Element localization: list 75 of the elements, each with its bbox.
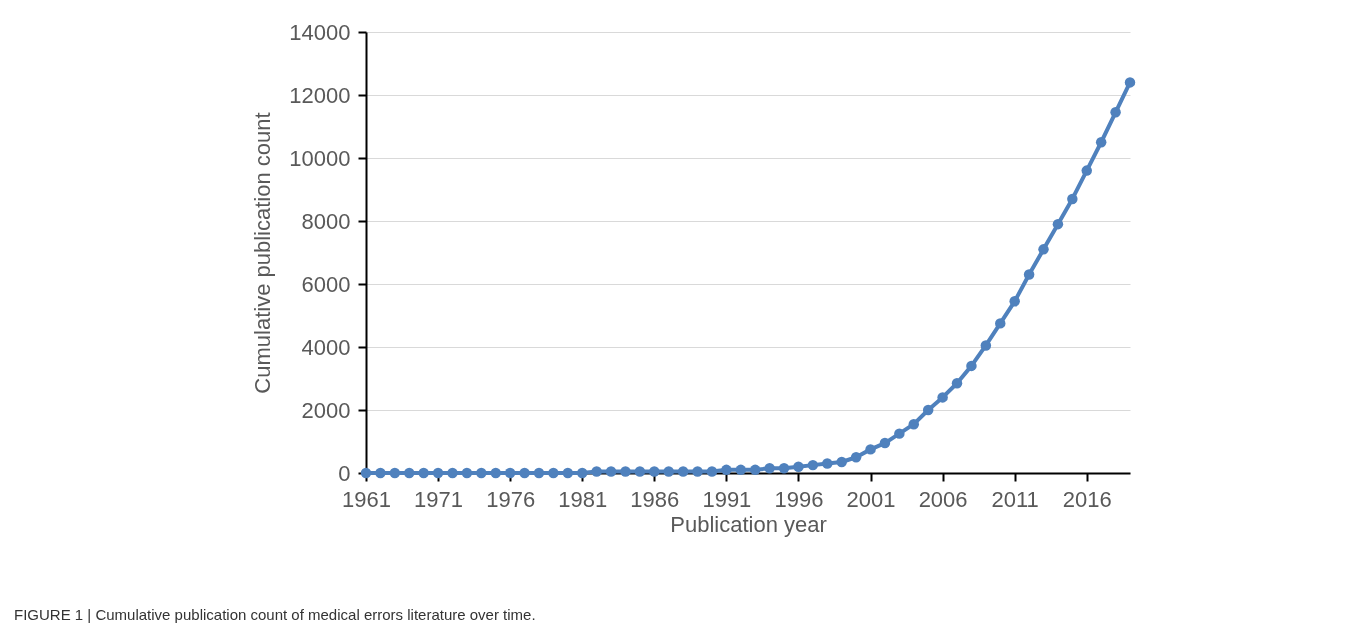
x-tick-label: 2006 — [918, 486, 968, 512]
x-tick-label: 1981 — [558, 486, 608, 512]
point — [548, 467, 559, 479]
point — [850, 452, 862, 463]
point — [663, 466, 674, 477]
point — [605, 466, 617, 477]
point — [1124, 77, 1136, 88]
point — [432, 467, 444, 479]
point — [951, 377, 963, 389]
x-tick-label: 2016 — [1062, 486, 1112, 512]
point — [634, 466, 646, 477]
point — [504, 467, 516, 479]
x-tick-label: 1986 — [630, 486, 680, 512]
point — [879, 437, 891, 449]
point — [447, 467, 458, 479]
x-tick-label: 1991 — [702, 486, 752, 512]
point — [1009, 296, 1020, 307]
caption: FIGURE 1 | Cumulative publication count of medical errors literature over time. — [14, 606, 536, 623]
point — [778, 463, 790, 474]
y-tick-label: 10000 — [289, 145, 351, 171]
point — [807, 459, 819, 471]
point — [865, 444, 876, 455]
x-tick-label: 2011 — [991, 486, 1039, 512]
point — [995, 318, 1006, 329]
point — [490, 467, 501, 479]
point — [706, 466, 718, 477]
point — [375, 467, 386, 479]
point — [1095, 137, 1107, 148]
point — [562, 467, 574, 479]
point — [649, 466, 660, 477]
y-tick-label: 12000 — [289, 82, 351, 108]
point — [533, 467, 545, 479]
point — [980, 340, 992, 351]
y-tick-label: 2000 — [301, 397, 351, 423]
point — [735, 464, 747, 476]
point — [764, 463, 775, 474]
point — [894, 428, 905, 439]
point — [1110, 107, 1121, 118]
y-tick-label: 0 — [338, 460, 351, 486]
point — [692, 466, 703, 477]
point — [937, 392, 948, 403]
y-tick-label: 4000 — [301, 334, 351, 360]
point — [461, 467, 473, 479]
point — [836, 456, 847, 468]
x-tick-label: 1996 — [774, 486, 824, 512]
point — [966, 360, 977, 372]
point — [591, 466, 602, 477]
point — [418, 467, 429, 479]
x-axis-title: Publication year — [670, 511, 827, 537]
point — [1023, 269, 1035, 280]
point — [620, 466, 631, 477]
point — [404, 467, 415, 479]
point — [793, 461, 804, 472]
y-tick-label: 8000 — [301, 208, 351, 234]
point — [1038, 244, 1049, 255]
point — [922, 404, 934, 416]
point — [519, 467, 530, 479]
point — [749, 464, 761, 476]
y-axis-title: Cumulative publication count — [250, 112, 276, 394]
point — [721, 464, 732, 476]
point — [389, 467, 401, 479]
point — [908, 418, 920, 430]
x-tick-label: 1971 — [414, 486, 464, 512]
point — [1081, 165, 1092, 176]
point — [822, 458, 833, 469]
point — [576, 467, 588, 479]
x-tick-label: 2001 — [846, 486, 896, 512]
point — [1052, 218, 1064, 230]
y-tick-label: 14000 — [289, 19, 351, 45]
x-tick-label: 1961 — [342, 486, 391, 512]
point — [476, 467, 487, 479]
point — [677, 466, 689, 477]
y-tick-label: 6000 — [301, 271, 351, 297]
x-tick-label: 1976 — [486, 486, 536, 512]
point — [1067, 193, 1078, 205]
